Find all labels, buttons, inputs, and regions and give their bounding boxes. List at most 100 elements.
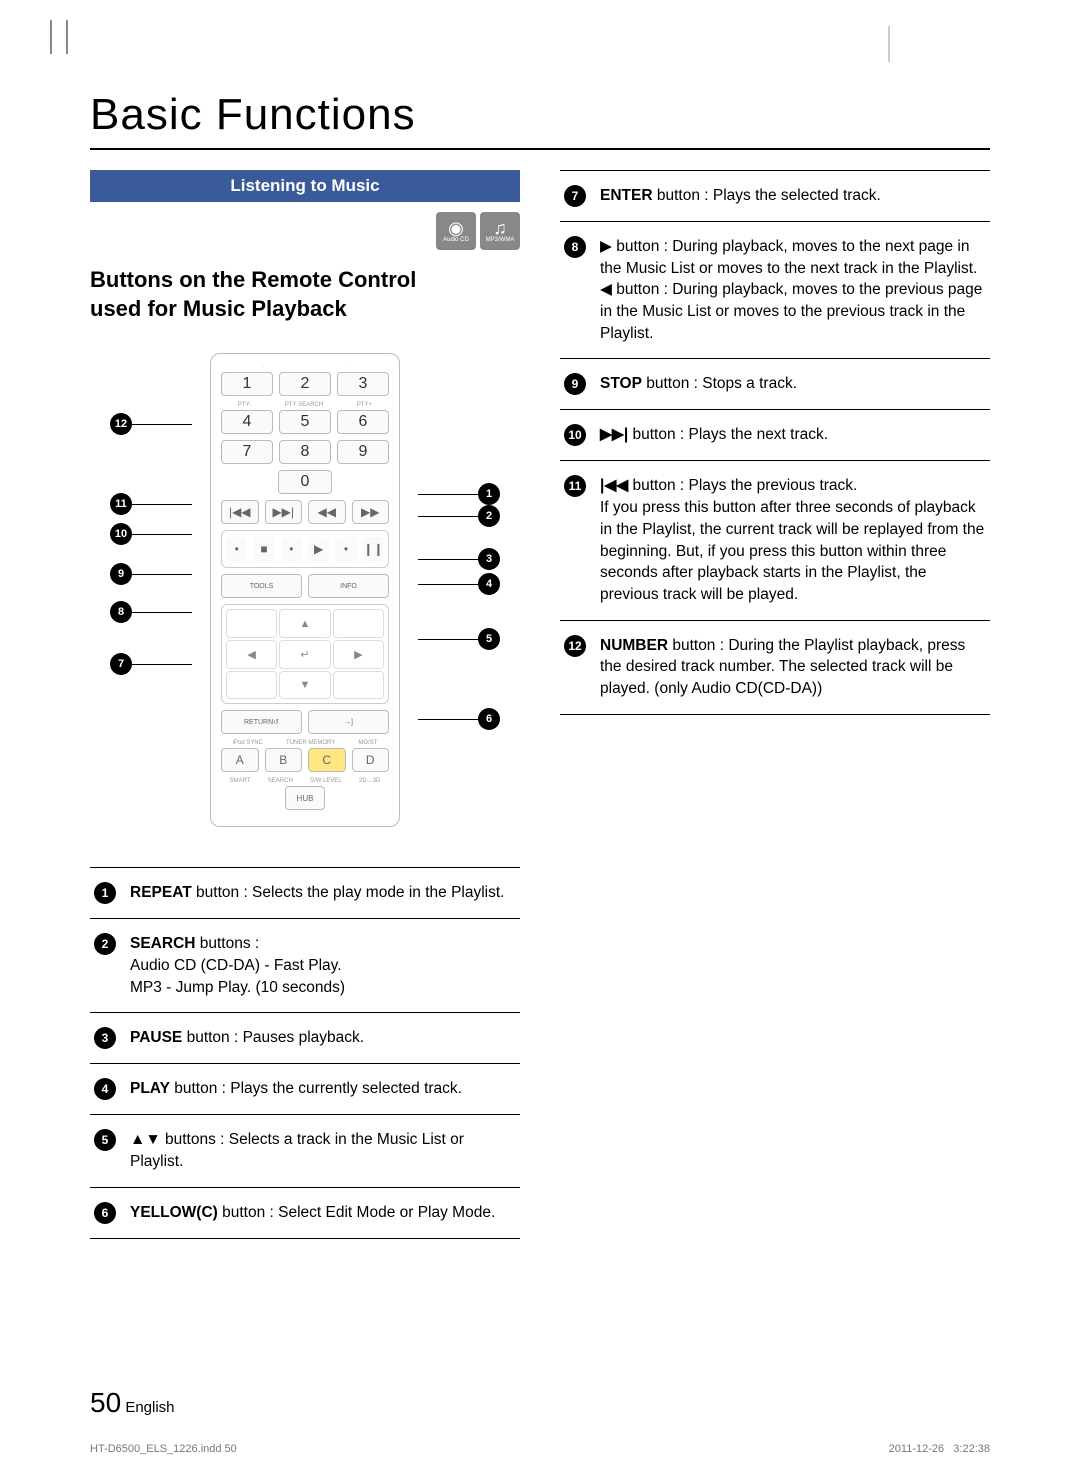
callout-marker: 2	[478, 505, 500, 527]
audio-cd-icon: ◉ Audio CD	[436, 212, 476, 250]
btn-c-yellow: C	[308, 748, 346, 772]
remote-control-illustration: ·· 1 2 3 PTY- PTY SEARCH PTY+ 4 5 6	[210, 353, 400, 827]
right-column: 7 ENTER button : Plays the selected track…	[560, 170, 990, 1239]
num-6: 6	[337, 410, 389, 434]
table-row: 7 ENTER button : Plays the selected track…	[560, 171, 990, 222]
description-text: SEARCH buttons :Audio CD (CD-DA) - Fast …	[130, 933, 516, 998]
num-8: 8	[279, 440, 331, 464]
left-column: Listening to Music ◉ Audio CD ♫ MP3/WMA …	[90, 170, 520, 1239]
table-row: 3 PAUSE button : Pauses playback.	[90, 1013, 520, 1064]
callout-number: 12	[564, 635, 586, 657]
callout-marker: 5	[478, 628, 500, 650]
callout-marker: 4	[478, 573, 500, 595]
callout-number: 10	[564, 424, 586, 446]
num-5: 5	[279, 410, 331, 434]
callout-number: 9	[564, 373, 586, 395]
num-3: 3	[337, 372, 389, 396]
right-descriptions-table: 7 ENTER button : Plays the selected track…	[560, 170, 990, 715]
btn-a: A	[221, 748, 259, 772]
rewind-btn: ◀◀	[308, 500, 346, 524]
btn-d: D	[352, 748, 390, 772]
description-text: REPEAT button : Selects the play mode in…	[130, 882, 516, 904]
exit-btn: →]	[308, 710, 389, 734]
description-text: |◀◀ button : Plays the previous track.If…	[600, 475, 986, 605]
remote-decor: ··	[221, 364, 389, 370]
num-0: 0	[278, 470, 331, 494]
table-row: 4 PLAY button : Plays the currently selec…	[90, 1064, 520, 1115]
callout-number: 2	[94, 933, 116, 955]
page-footer: 50 English	[90, 1387, 175, 1419]
callout-number: 3	[94, 1027, 116, 1049]
sub-title: Buttons on the Remote Control used for M…	[90, 266, 520, 323]
stop-btn: ■	[253, 537, 274, 561]
description-text: ENTER button : Plays the selected track.	[600, 185, 986, 207]
next-track-btn: ▶▶|	[265, 500, 303, 524]
table-row: 10 ▶▶| button : Plays the next track.	[560, 410, 990, 461]
table-row: 6 YELLOW(C) button : Select Edit Mode or …	[90, 1188, 520, 1239]
two-column-layout: Listening to Music ◉ Audio CD ♫ MP3/WMA …	[90, 170, 990, 1239]
format-icons-row: ◉ Audio CD ♫ MP3/WMA	[90, 212, 520, 250]
callout-marker: 9	[110, 563, 132, 585]
num-4: 4	[221, 410, 273, 434]
page-title: Basic Functions	[90, 30, 990, 150]
btn-b: B	[265, 748, 303, 772]
callout-marker: 8	[110, 601, 132, 623]
callout-number: 8	[564, 236, 586, 258]
num-7: 7	[221, 440, 273, 464]
prev-track-btn: |◀◀	[221, 500, 259, 524]
description-text: PLAY button : Plays the currently select…	[130, 1078, 516, 1100]
table-row: 12 NUMBER button : During the Playlist pl…	[560, 621, 990, 715]
remote-diagram: ·· 1 2 3 PTY- PTY SEARCH PTY+ 4 5 6	[90, 353, 520, 827]
play-btn: ▶	[308, 537, 329, 561]
section-header: Listening to Music	[90, 170, 520, 202]
page-tab-decoration	[50, 20, 68, 54]
table-row: 1 REPEAT button : Selects the play mode i…	[90, 868, 520, 919]
callout-marker: 7	[110, 653, 132, 675]
table-row: 2 SEARCH buttons :Audio CD (CD-DA) - Fast…	[90, 919, 520, 1013]
footer-metadata: HT-D6500_ELS_1226.indd 50 2011-12-26 3:2…	[90, 1443, 990, 1455]
dot-btn: •	[335, 537, 356, 561]
num-1: 1	[221, 372, 273, 396]
num-9: 9	[337, 440, 389, 464]
callout-marker: 10	[110, 523, 132, 545]
table-row: 11 |◀◀ button : Plays the previous track.…	[560, 461, 990, 620]
description-text: ▶ button : During playback, moves to the…	[600, 236, 986, 344]
table-row: 8 ▶ button : During playback, moves to th…	[560, 222, 990, 359]
description-text: YELLOW(C) button : Select Edit Mode or P…	[130, 1202, 516, 1224]
mp3-wma-icon: ♫ MP3/WMA	[480, 212, 520, 250]
callout-marker: 11	[110, 493, 132, 515]
description-text: ▶▶| button : Plays the next track.	[600, 424, 986, 446]
callout-number: 5	[94, 1129, 116, 1151]
callout-number: 4	[94, 1078, 116, 1100]
page-number: 50	[90, 1387, 121, 1418]
dot-btn: •	[226, 537, 247, 561]
dpad: ▲ ◀ ↵ ▶ ▼	[221, 604, 389, 704]
description-text: ▲▼ buttons : Selects a track in the Musi…	[130, 1129, 516, 1172]
callout-number: 1	[94, 882, 116, 904]
pause-btn: ❙❙	[363, 537, 384, 561]
page-language: English	[125, 1399, 174, 1416]
description-text: PAUSE button : Pauses playback.	[130, 1027, 516, 1049]
footer-file: HT-D6500_ELS_1226.indd 50	[90, 1443, 237, 1455]
callout-marker: 3	[478, 548, 500, 570]
hub-btn: HUB	[285, 786, 325, 810]
page-edge-decoration	[888, 26, 890, 62]
enter-btn: ↵	[279, 640, 330, 669]
description-text: NUMBER button : During the Playlist play…	[600, 635, 986, 700]
return-btn: RETURN ↺	[221, 710, 302, 734]
callout-marker: 1	[478, 483, 500, 505]
info-btn: INFO	[308, 574, 389, 598]
left-descriptions-table: 1 REPEAT button : Selects the play mode i…	[90, 867, 520, 1238]
callout-marker: 6	[478, 708, 500, 730]
callout-marker: 12	[110, 413, 132, 435]
footer-datetime: 2011-12-26 3:22:38	[889, 1443, 990, 1455]
manual-page: Basic Functions Listening to Music ◉ Aud…	[0, 0, 1080, 1479]
callout-number: 6	[94, 1202, 116, 1224]
fastfwd-btn: ▶▶	[352, 500, 390, 524]
callout-number: 11	[564, 475, 586, 497]
table-row: 5 ▲▼ buttons : Selects a track in the Mus…	[90, 1115, 520, 1187]
num-2: 2	[279, 372, 331, 396]
description-text: STOP button : Stops a track.	[600, 373, 986, 395]
tools-btn: TOOLS	[221, 574, 302, 598]
callout-number: 7	[564, 185, 586, 207]
